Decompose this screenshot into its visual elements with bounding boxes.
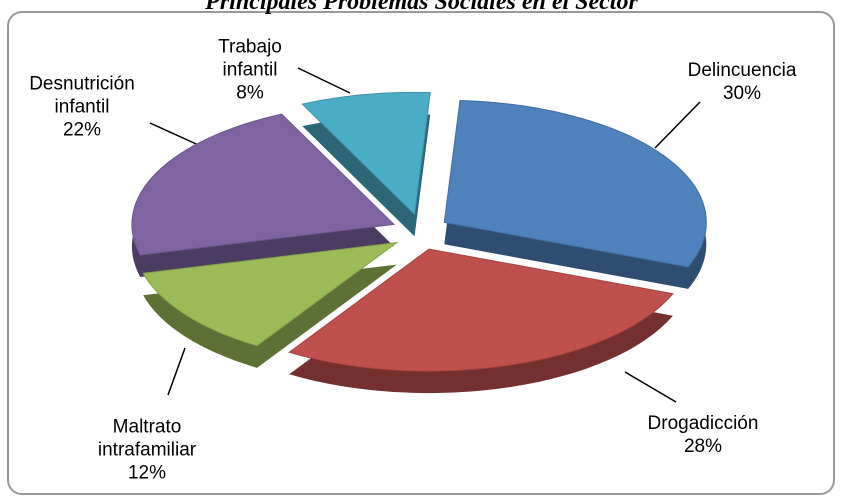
- category-label: Delincuencia: [687, 60, 797, 81]
- leader-line: [149, 122, 206, 149]
- data-label: Drogadicción 28%: [623, 412, 783, 458]
- slice: [301, 91, 431, 216]
- leader-line: [654, 101, 701, 149]
- value-label: 28%: [683, 436, 723, 457]
- leader-line: [297, 67, 351, 94]
- data-label: Delincuencia 30%: [667, 59, 817, 105]
- pie: [131, 91, 707, 394]
- category-label: Trabajo infantil: [218, 36, 282, 81]
- value-label: 12%: [127, 462, 167, 484]
- value-label: 22%: [62, 119, 102, 141]
- value-label: 8%: [236, 82, 264, 104]
- slice: [131, 113, 395, 256]
- value-label: 30%: [722, 83, 762, 104]
- slice: [142, 241, 399, 347]
- category-label: Desnutrición infantil: [29, 73, 135, 118]
- leader-lines: [149, 67, 701, 403]
- leader-line: [624, 371, 677, 403]
- slice: [288, 248, 674, 372]
- data-label: Trabajo infantil 8%: [200, 36, 300, 105]
- leader-line: [167, 347, 186, 396]
- data-label: Desnutrición infantil 22%: [12, 73, 152, 142]
- category-label: Drogadicción: [647, 413, 759, 434]
- chart-title: Principales Problemas Sociales en el Sec…: [205, 0, 638, 15]
- slice: [443, 100, 707, 268]
- category-label: Maltrato intrafamiliar: [97, 416, 197, 461]
- data-label: Maltrato intrafamiliar 12%: [67, 416, 227, 485]
